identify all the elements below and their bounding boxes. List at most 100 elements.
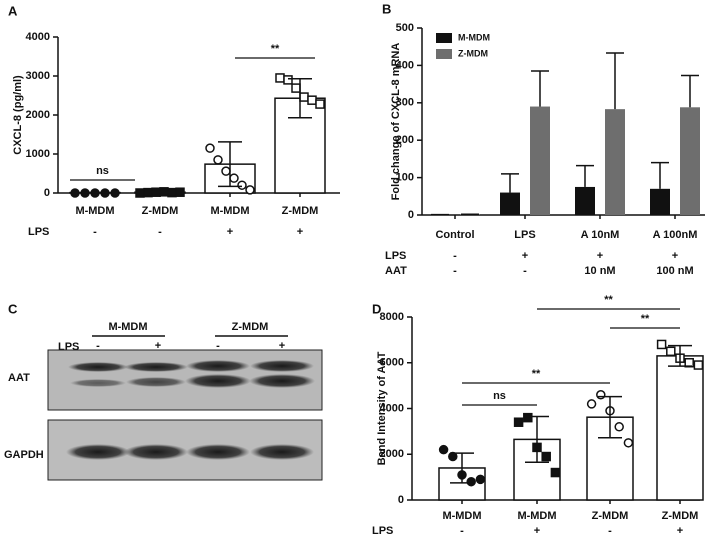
x-tick-label: LPS: [514, 229, 535, 241]
data-point: [71, 189, 79, 197]
band-label: GAPDH: [4, 449, 44, 461]
band: [186, 444, 250, 460]
y-tick-label: 4000: [26, 31, 50, 43]
data-point: [246, 186, 254, 194]
bar: [657, 356, 703, 500]
legend-label: Z-MDM: [458, 48, 488, 58]
row-label: AAT: [385, 265, 407, 277]
y-tick-label: 0: [398, 494, 404, 506]
data-point: [467, 478, 475, 486]
y-tick-label: 1000: [26, 148, 50, 160]
band: [70, 379, 126, 387]
data-point: [136, 189, 144, 197]
band: [68, 362, 128, 372]
data-point: [222, 167, 230, 175]
row-label: LPS: [385, 250, 406, 262]
band: [250, 360, 314, 372]
row-value: -: [523, 265, 527, 277]
group-label: M-MDM: [108, 321, 147, 333]
bar: [575, 187, 595, 215]
data-point: [206, 144, 214, 152]
data-point: [276, 74, 284, 82]
group-label: Z-MDM: [232, 321, 269, 333]
band: [249, 374, 315, 388]
data-point: [316, 100, 324, 108]
data-point: [667, 347, 675, 355]
x-tick-label: M-MDM: [75, 205, 114, 217]
y-tick-label: 6000: [380, 357, 404, 369]
data-point: [284, 76, 292, 84]
y-tick-label: 2000: [380, 448, 404, 460]
row-value: -: [453, 250, 457, 262]
row-value: -: [93, 226, 97, 238]
annotation: **: [641, 313, 650, 325]
y-tick-label: 500: [396, 22, 414, 34]
row-value: +: [677, 525, 683, 537]
y-tick-label: 300: [396, 97, 414, 109]
row-value: +: [522, 250, 528, 262]
annotation: ns: [96, 165, 109, 177]
y-tick-label: 200: [396, 134, 414, 146]
row-value: -: [608, 525, 612, 537]
band-label: AAT: [8, 372, 30, 384]
row-label: LPS: [28, 226, 49, 238]
data-point: [238, 181, 246, 189]
annotation: **: [271, 43, 280, 55]
x-tick-label: M-MDM: [517, 510, 556, 522]
band: [124, 362, 188, 372]
y-tick-label: 400: [396, 59, 414, 71]
band: [126, 377, 186, 387]
data-point: [588, 400, 596, 408]
row-value: +: [597, 250, 603, 262]
legend-label: M-MDM: [458, 32, 490, 42]
row-value: -: [460, 525, 464, 537]
band: [124, 444, 188, 460]
row-value: -: [158, 226, 162, 238]
x-tick-label: Z-MDM: [592, 510, 629, 522]
x-tick-label: A 100nM: [653, 229, 698, 241]
row-value: +: [297, 226, 303, 238]
x-tick-label: Z-MDM: [282, 205, 319, 217]
band: [185, 374, 251, 388]
annotation: **: [532, 368, 541, 380]
y-tick-label: 0: [44, 187, 50, 199]
bar: [530, 107, 550, 215]
data-point: [292, 84, 300, 92]
data-point: [176, 188, 184, 196]
row-value: 100 nM: [656, 265, 693, 277]
data-point: [476, 475, 484, 483]
legend-swatch: [436, 49, 452, 59]
y-tick-label: 2000: [26, 109, 50, 121]
data-point: [551, 469, 559, 477]
legend-swatch: [436, 33, 452, 43]
panel-label: B: [382, 1, 391, 16]
data-point: [308, 96, 316, 104]
band: [186, 360, 250, 372]
row-value: +: [672, 250, 678, 262]
band: [66, 444, 130, 460]
bar: [650, 189, 670, 215]
data-point: [440, 446, 448, 454]
x-tick-label: Z-MDM: [662, 510, 699, 522]
y-tick-label: 4000: [380, 402, 404, 414]
blot-panel: C M-MDM Z-MDM LPS - + - + AAT GAPDH: [4, 301, 322, 480]
data-point: [111, 189, 119, 197]
data-point: [230, 174, 238, 182]
data-point: [300, 93, 308, 101]
y-axis-label: CXCL-8 (pg/ml): [12, 75, 24, 155]
y-tick-label: 3000: [26, 70, 50, 82]
data-point: [515, 418, 523, 426]
annotation: **: [604, 294, 613, 306]
panel-label: C: [8, 301, 18, 316]
x-tick-label: M-MDM: [442, 510, 481, 522]
x-tick-label: Control: [435, 229, 474, 241]
bar: [680, 107, 700, 215]
data-point: [597, 391, 605, 399]
data-point: [524, 414, 532, 422]
data-point: [615, 423, 623, 431]
bar: [605, 109, 625, 215]
data-point: [214, 156, 222, 164]
row-value: 10 nM: [584, 265, 615, 277]
row-label: LPS: [372, 525, 393, 537]
